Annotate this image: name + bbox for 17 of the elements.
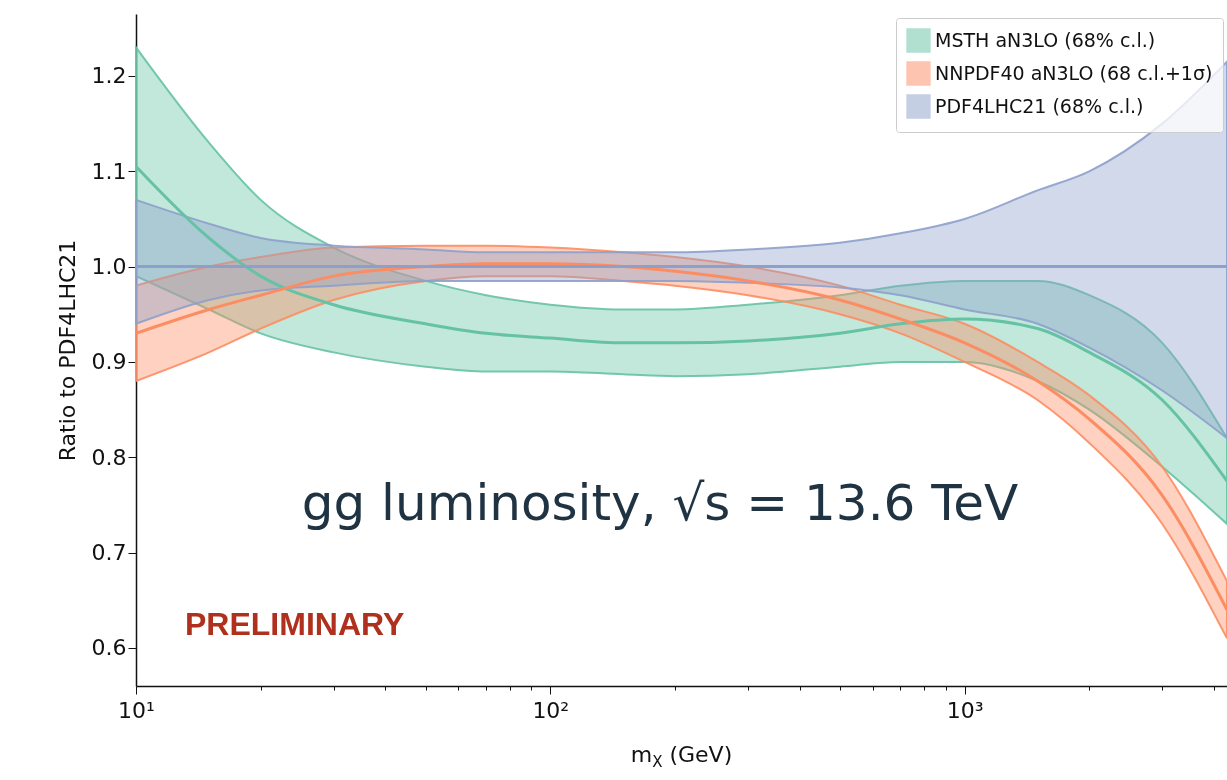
y-tick-label: 1.2 [91, 63, 127, 89]
annotation: PRELIMINARY [185, 606, 405, 642]
legend-label: MSTH aN3LO (68% c.l.) [935, 28, 1156, 51]
legend-label: PDF4LHC21 (68% c.l.) [935, 94, 1144, 117]
y-tick-label: 0.9 [91, 349, 127, 375]
y-tick-label: 0.6 [91, 635, 127, 661]
x-axis-title: m$_{X}$ (GeV) [629, 742, 734, 772]
annotation: gg luminosity, √s = 13.6 TeV [301, 474, 1019, 532]
y-tick-label: 0.8 [91, 444, 127, 470]
legend-label: NNPDF40 aN3LO (68 c.l.+1σ) [935, 61, 1213, 84]
x-tick-label: 10¹ [118, 697, 155, 723]
y-tick-label: 1.1 [91, 158, 127, 184]
x-tick-label: 10² [532, 697, 570, 723]
y-tick-label: 1.0 [91, 254, 127, 280]
x-tick-label: 10³ [946, 697, 984, 723]
y-tick-label: 0.7 [91, 540, 127, 566]
y-axis-title: Ratio to PDF4LHC21 [54, 239, 80, 462]
